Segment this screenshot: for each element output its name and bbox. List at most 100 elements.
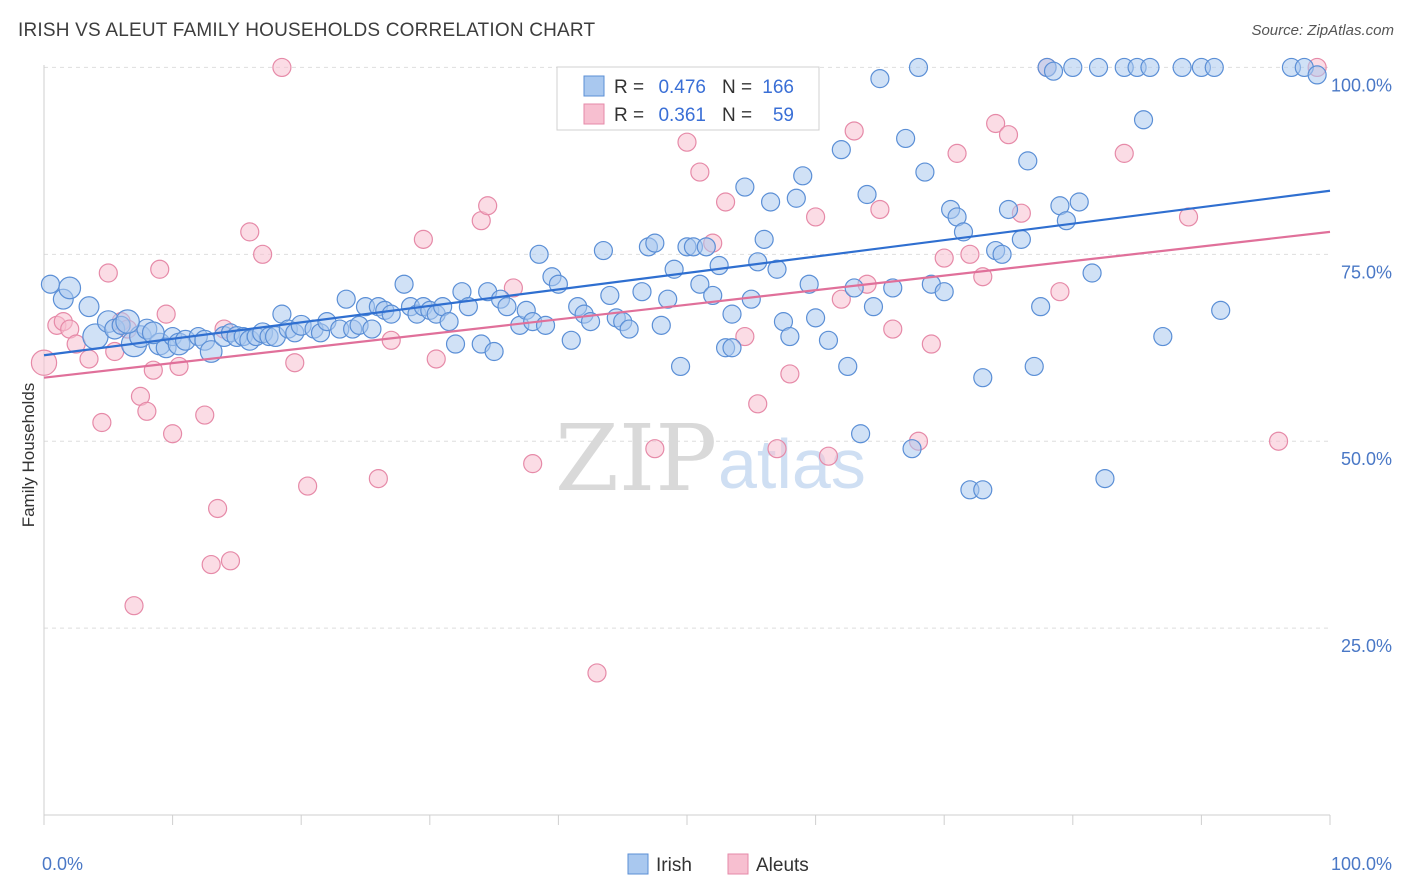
irish-point [199,340,223,363]
irish-point [754,229,774,249]
irish-point [805,308,826,328]
irish-point [786,188,806,208]
aleut-point [690,162,710,182]
irish-point [141,321,165,345]
aleut-point [220,551,241,571]
aleut-point [503,278,523,298]
aleut-point [240,222,260,242]
irish-point [1172,57,1192,78]
irish-point [735,177,755,197]
irish-point [793,166,813,186]
irish-point [1018,151,1038,171]
aleut-point [285,353,305,373]
irish-point [818,330,839,350]
irish-point [973,480,993,500]
irish-point [998,199,1019,220]
irish-point [40,274,61,294]
aleut-point [986,113,1006,134]
aleut-point [30,349,58,376]
irish-point [1307,65,1327,85]
irish-point [760,192,781,212]
aleut-point [201,554,221,575]
aleut-point [677,132,697,152]
aleut-point [587,663,607,683]
legend: R = 0.476 N = 166 R = 0.361 N = 59 [556,66,820,131]
watermark-atlas: atlas [718,425,866,503]
x-tick-label-max: 100.0% [1331,854,1392,874]
irish-point [1095,468,1115,489]
aleut-point [870,199,890,220]
irish-point [709,255,729,276]
irish-point [1069,192,1089,212]
trend-lines [43,189,1331,379]
irish-point [381,304,401,324]
irish-point [445,334,466,354]
aleut-point [934,248,954,268]
irish-point [973,368,993,388]
x-tick-label-min: 0.0% [42,854,83,874]
aleut-point [368,468,388,489]
irish-point [831,140,851,160]
irish-point [722,304,742,324]
legend-n-label: N = [722,105,752,126]
aleut-point [818,446,839,466]
y-tick-labels: 25.0% 50.0% 75.0% 100.0% [1331,75,1392,656]
irish-point [722,338,742,358]
aleut-point [413,229,433,249]
irish-point [838,356,858,377]
irish-point [1133,110,1154,130]
aleut-point [381,330,401,350]
legend-swatch-irish [583,75,605,97]
bottom-legend-label-aleuts: Aleuts [756,855,809,876]
aleut-point [98,263,118,283]
legend-r-value-irish: 0.476 [658,77,706,98]
aleut-point [169,356,189,377]
irish-point [780,326,800,347]
aleut-point [767,439,787,459]
aleut-point [92,412,112,433]
irish-point [696,237,716,257]
bottom-legend-label-irish: Irish [656,855,692,876]
irish-point [1056,211,1076,231]
aleut-point [883,319,903,339]
irish-point [645,233,665,253]
irish-point [1211,300,1231,320]
irish-point [115,309,140,334]
chart-title: IRISH VS ALEUT FAMILY HOUSEHOLDS CORRELA… [18,20,596,41]
y-axis-title: Family Households [19,383,38,528]
irish-point [336,289,356,309]
irish-point [1140,57,1160,78]
aleut-point [715,192,736,212]
irish-point [857,184,877,205]
watermark-zip: ZIP [555,405,717,512]
irish-point [619,319,639,339]
aleut-point [195,405,215,425]
aleut-trend-line [43,230,1331,379]
irish-point [703,285,723,306]
y-tick-label: 50.0% [1341,449,1392,469]
irish-point [78,296,100,318]
irish-point [748,252,768,272]
y-tick-label: 25.0% [1341,636,1392,656]
legend-n-label: N = [722,77,752,98]
irish-point [362,319,382,339]
aleut-point [163,424,183,444]
aleut-point [253,244,273,264]
aleut-point [208,498,228,519]
y-tick-label: 100.0% [1331,75,1392,95]
irish-point [915,162,935,182]
irish-point [1031,297,1051,317]
irish-point [484,341,504,362]
irish-trend-line [43,189,1331,357]
bottom-legend-swatch-aleuts [727,853,749,875]
legend-n-value-irish: 166 [762,77,794,98]
irish-point [690,274,710,294]
aleut-point [426,349,446,369]
aleut-point [831,289,851,309]
legend-r-label: R = [614,105,644,126]
irish-point [1024,356,1044,377]
irish-point [600,285,620,306]
aleut-point [79,349,99,369]
legend-swatch-aleuts [583,103,605,125]
